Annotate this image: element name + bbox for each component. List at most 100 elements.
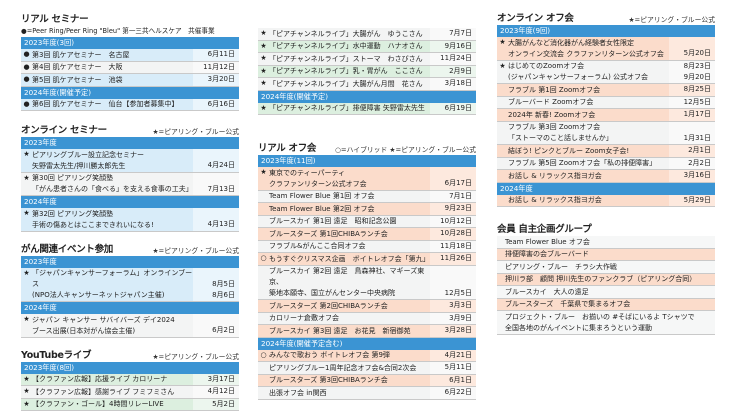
event-row[interactable]: ● 第5回 肌ケアセミナー 池袋 3月20日 [21, 74, 239, 87]
event-row[interactable]: ○ もうすぐクリスマス企画 ボイトレオフ会「第九」 11月26日 [258, 253, 476, 266]
event-name: お話し & リラックス指ヨガ会 [508, 171, 602, 180]
mark-empty [258, 362, 269, 374]
event-date: 2月1日 [669, 145, 715, 157]
event-row[interactable]: 押川ラ部 顧問 押川先生のファンクラブ（ピアリング合同） [497, 273, 715, 286]
event-date: 10月28日 [430, 228, 476, 240]
section-title: オンライン オフ会 [497, 13, 574, 24]
star-icon: ★ [23, 173, 30, 182]
event-name: フラブル&がんここ合同オフ会 [269, 242, 366, 250]
event-row[interactable]: フラブル 第5回 Zoomオフ会「私の排便障害」 2月2日 [497, 157, 715, 170]
event-name: 押川ラ部 顧問 押川先生のファンクラブ（ピアリング合同） [505, 275, 697, 283]
event-row[interactable]: ● 第4回 肌ケアセミナー 大阪 11月12日 [21, 61, 239, 74]
event-date: 6月22日 [430, 387, 476, 399]
mark-empty [258, 241, 269, 253]
event-row[interactable]: ブルースカイ 第2回 遠足 鳥森神社、マギーズ東京、 築地本願寺、国立がんセンタ… [258, 265, 476, 300]
event-row[interactable]: 排便障害の会ブルーバード [497, 248, 715, 261]
event-name: 出張オフ会 in関西 [269, 388, 327, 397]
event-row[interactable]: Team Flower Blue 第2回 オフ会 9月23日 [258, 203, 476, 216]
event-row[interactable]: 2024年 新春! Zoomオフ会 1月17日 [497, 109, 715, 122]
year-header: 2024年度(開催予定) [258, 90, 476, 103]
event-row[interactable]: フラブル 第3回 Zoomオフ会 「ストーマのこと話しませんか」 1月31日 [497, 121, 715, 145]
event-row[interactable]: ★ 「ジャパンキャンサーフォーラム」オンラインブース (NPO法人キャンサーネット… [21, 267, 239, 302]
section-title: リアル オフ会 [258, 143, 317, 154]
event-name: ブルースターズ 第2回CHIBAランチ会 [269, 301, 388, 310]
star-icon: ★ [23, 150, 30, 158]
event-row[interactable]: ブルースカイ 大人の遠足 [497, 286, 715, 299]
event-row[interactable]: 結ぼう! ピンクとブルー Zoom女子会! 2月1日 [497, 145, 715, 158]
star-icon: ★ [499, 61, 506, 70]
event-row[interactable]: ★ 【クラファン広報】感謝ライブ フミフミさん 4月12日 [21, 386, 239, 399]
event-row[interactable]: お話し & リラックス指ヨガ会 3月16日 [497, 170, 715, 183]
event-date: 2月9日 [430, 65, 476, 77]
legend: ★=ピアリング・ブルー公式 [152, 352, 239, 361]
event-row[interactable]: フラブル&がんここ合同オフ会 11月18日 [258, 240, 476, 253]
event-row[interactable]: Team Flower Blue 第1回 オフ会 7月1日 [258, 190, 476, 203]
mark-empty [497, 109, 508, 121]
star-icon: ★ [23, 374, 30, 383]
event-row[interactable]: ● 第3回 肌ケアセミナー 名古屋 6月11日 [21, 49, 239, 62]
star-icon: ★ [23, 399, 30, 408]
section-subtitle: ●=Peer Ring/Peer Ring "Bleu" 第一三共ヘルスケア 共… [21, 27, 215, 35]
event-row[interactable]: ● 第6回 肌ケアセミナー 仙台【参加者募集中】 6月16日 [21, 98, 239, 111]
event-row[interactable]: ★ 東京でのティーパーティ クラファンリターン公式オフ会 6月17日 [258, 167, 476, 191]
event-date: 6月11日 [193, 49, 239, 61]
event-row[interactable]: ★ 「ピアチャンネルライブ」大腸がん月間 花さん 3月18日 [258, 78, 476, 91]
event-name: 「ピアチャンネルライブ」排便障害 矢野雷太先生 [269, 104, 425, 112]
event-row[interactable]: Team Flower Blue オフ会 [497, 236, 715, 249]
event-date: 8月5日 8月6日 [193, 267, 239, 301]
event-date: 1月17日 [669, 109, 715, 121]
event-row[interactable]: ★ 【クラファン広報】応援ライブ カロリーナ 3月17日 [21, 373, 239, 386]
event-name: プロジェクト・ブルー お揃いの #そばにいるよ Tシャツで 全国各地のがんイベン… [505, 312, 695, 332]
mark-empty [258, 375, 269, 387]
event-row[interactable]: ★ 大腸がんなど消化器がん経験者女性限定 オンライン交流会 クラファンリターン公式… [497, 37, 715, 61]
event-row[interactable]: カロリーナ倉敷オフ会 3月9日 [258, 312, 476, 325]
event-row[interactable]: ブルースターズ 第3回CHIBAランチ会 6月1日 [258, 374, 476, 387]
event-name: ブルースカイ 第3回 遠足 お花見 新宿御苑 [269, 326, 411, 335]
event-row[interactable]: ブルースカイ 第3回 遠足 お花見 新宿御苑 3月28日 [258, 325, 476, 338]
event-row[interactable]: ★ 【クラファン・ゴール】4時間リレーLIVE 5月2日 [21, 398, 239, 411]
legend: ★=ピアリング・ブルー公式 [152, 246, 239, 255]
event-row[interactable]: ★ 「ピアチャンネルライブ」ストーマ わさびさん 11月24日 [258, 53, 476, 66]
event-date: 11月12日 [193, 61, 239, 73]
event-row[interactable]: 出張オフ会 in関西 6月22日 [258, 387, 476, 400]
event-row[interactable]: ブルースカイ 第1回 遠足 昭和記念公園 10月12日 [258, 215, 476, 228]
event-row[interactable]: プロジェクト・ブルー お揃いの #そばにいるよ Tシャツで 全国各地のがんイベン… [497, 311, 715, 335]
mark-empty [497, 97, 508, 109]
year-header: 2023年度(8回) [21, 361, 239, 374]
event-row[interactable]: ★ 第32回 ピアリング笑顔塾 手術の傷あとはここまできれいになる! 4月13日 [21, 208, 239, 232]
section: ★ 「ピアチャンネルライブ」大腸がん ゆうこさん 7月7日 ★ 「ピアチャンネルライブ」… [258, 28, 476, 115]
section-title-bar: YouTubeライブ ★=ピアリング・ブルー公式 [21, 347, 239, 361]
event-date: 6月19日 [430, 102, 476, 114]
event-row[interactable]: ★ ジャパン キャンサー サバイバーズ デイ2024 ブース出展(日本対がん協会主… [21, 314, 239, 338]
year-header: 2023年度(9回) [497, 25, 715, 37]
event-date: 11月18日 [430, 240, 476, 252]
event-row[interactable]: ★ 第30回 ピアリング笑顔塾 「がん患者さんの「食べる」を支える食事の工夫」 7月… [21, 172, 239, 196]
event-date: 10月12日 [430, 215, 476, 227]
star-icon: ★ [23, 268, 30, 277]
mark-empty [258, 216, 269, 228]
event-row[interactable]: ピアリングブルー1周年記念オフ会&合同2次会 5月11日 [258, 362, 476, 375]
event-name: 【クラファン・ゴール】4時間リレーLIVE [32, 400, 164, 408]
event-name: 排便障害の会ブルーバード [505, 250, 589, 258]
event-row[interactable]: ピアリング・ブルー チラシ大作戦 [497, 261, 715, 274]
event-row[interactable]: ★ 「ピアチャンネルライブ」排便障害 矢野雷太先生 6月19日 [258, 102, 476, 115]
year-header: 2024年度(開催予定含む) [258, 337, 476, 350]
event-name: ブルースカイ 第2回 遠足 鳥森神社、マギーズ東京、 築地本願寺、国立がんセンタ… [269, 267, 425, 297]
event-row[interactable]: ★ はじめてのZoomオフ会 (ジャパンキャンサーフォーラム) 公式オフ会 8月23… [497, 60, 715, 84]
event-date: 11月24日 [430, 53, 476, 65]
event-row[interactable]: ★ 「ピアチャンネルライブ」大腸がん ゆうこさん 7月7日 [258, 28, 476, 41]
event-row[interactable]: お話し & リラックス指ヨガ会 5月29日 [497, 194, 715, 207]
event-row[interactable]: ○ みんなで歌おう ボイトレオフ会 第9弾 4月21日 [258, 349, 476, 362]
event-name: ジャパン キャンサー サバイバーズ デイ2024 ブース出展(日本対がん協会主催… [32, 315, 175, 335]
event-name: フラブル 第1回 Zoomオフ会 [508, 85, 601, 94]
event-row[interactable]: ★ 「ピアチャンネルライブ」乳・胃がん ここさん 2月9日 [258, 65, 476, 78]
star-icon: ★ [260, 79, 267, 87]
event-row[interactable]: ★ ピアリングブルー設立記念セミナー 矢野雷太先生/押川勝太郎先生 4月24日 [21, 149, 239, 173]
event-row[interactable]: ★ 「ピアチャンネルライブ」水中運動 ハナオさん 9月16日 [258, 40, 476, 53]
event-row[interactable]: ブルースターズ 第1回CHIBAランチ会 10月28日 [258, 228, 476, 241]
event-row[interactable]: ブルーバード Zoomオフ会 12月5日 [497, 96, 715, 109]
event-name: 大腸がんなど消化器がん経験者女性限定 オンライン交流会 クラファンリターン公式オ… [508, 38, 664, 58]
event-row[interactable]: フラブル 第1回 Zoomオフ会 8月25日 [497, 84, 715, 97]
event-row[interactable]: ブルースターズ 第2回CHIBAランチ会 3月3日 [258, 300, 476, 313]
event-row[interactable]: ブルースターズ 千葉県で集まるオフ会 [497, 298, 715, 311]
